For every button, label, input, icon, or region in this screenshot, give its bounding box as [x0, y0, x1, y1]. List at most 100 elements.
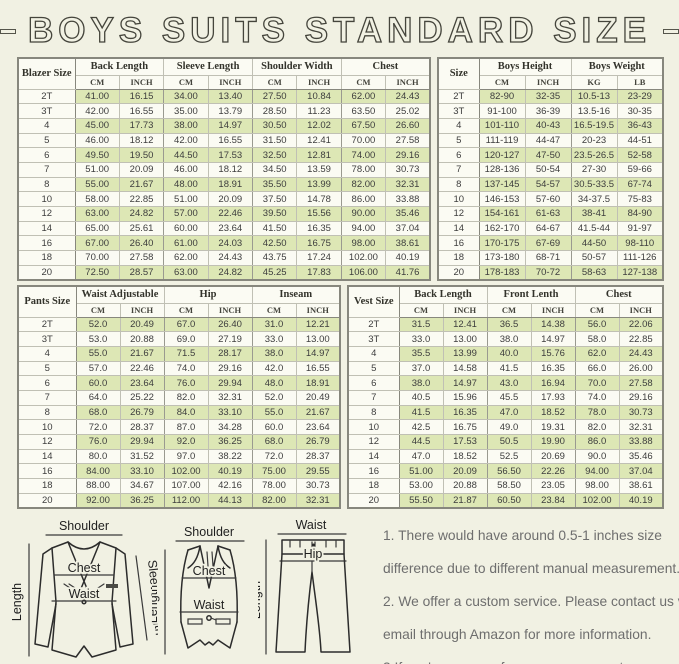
- table-cell: 50-57: [570, 250, 618, 266]
- table-row: 18 173-180 68-71 50-57 111-126: [437, 250, 664, 266]
- table-row: 7 51.00 20.09 46.00 18.12 34.50 13.59 78.00 30.7…: [17, 161, 431, 178]
- row-size-label: 16: [17, 463, 77, 480]
- table-cell: 94.00: [340, 220, 387, 237]
- table-cell: 18.52: [442, 448, 488, 465]
- table-cell: 10.5-13: [570, 88, 618, 105]
- table-row: 14 80.0 31.52 97.0 38.22 72.0 28.37: [17, 448, 341, 465]
- table-cell: 45.00: [74, 117, 120, 134]
- table-cell: 55.0: [251, 404, 297, 421]
- row-size-label: 3T: [347, 331, 400, 347]
- table-cell: 18.91: [295, 375, 341, 391]
- column-group-header: Front Lenth: [486, 285, 576, 304]
- table-cell: 56.50: [486, 463, 532, 480]
- vest-waist-label: Waist: [194, 598, 225, 612]
- table-cell: 32.31: [385, 176, 431, 193]
- page-title: BOYS SUITS STANDARD SIZE: [27, 10, 651, 50]
- table-cell: 74.0: [574, 389, 620, 406]
- table-cell: 58.00: [74, 191, 120, 207]
- table-cell: 57-60: [524, 191, 572, 207]
- row-size-label: 14: [347, 448, 400, 465]
- jacket-waist-label: Waist: [69, 587, 100, 601]
- table-cell: 47-50: [524, 147, 572, 163]
- table-cell: 41.5: [398, 404, 444, 421]
- vest-chest-label: Chest: [193, 564, 226, 578]
- row-size-label: 3T: [17, 331, 77, 347]
- table-cell: 25.61: [118, 220, 165, 237]
- pants-hip-label: Hip: [304, 547, 323, 561]
- table-cell: 86.0: [574, 434, 620, 450]
- note-line: 2. We offer a custom service. Please con…: [383, 594, 679, 609]
- table-row: 3T 53.0 20.88 69.0 27.19 33.0 13.00: [17, 331, 341, 347]
- table-row: 20 55.50 21.87 60.50 23.84 102.00 40.19: [347, 492, 664, 509]
- table-cell: 49.50: [74, 147, 120, 163]
- table-row: 18 70.00 27.58 62.00 24.43 43.75 17.24 102.00 40…: [17, 250, 431, 266]
- row-size-label: 12: [17, 206, 76, 222]
- table-cell: 33.10: [119, 463, 165, 480]
- table-cell: 36.25: [207, 434, 253, 450]
- column-group-header: Boys Weight: [570, 57, 664, 76]
- table-cell: 23.64: [119, 375, 165, 391]
- row-size-label: 18: [17, 250, 76, 266]
- column-group-header: Inseam: [251, 285, 341, 304]
- table-cell: 42.0: [251, 360, 297, 377]
- table-cell: 41.50: [251, 220, 298, 237]
- table-cell: 86.00: [340, 191, 387, 207]
- table-cell: 64-67: [524, 220, 572, 237]
- table-row: 6 49.50 19.50 44.50 17.53 32.50 12.81 74.00 29.1…: [17, 147, 431, 163]
- table-row: 20 178-183 70-72 58-63 127-138: [437, 264, 664, 281]
- row-size-label: 16: [17, 235, 76, 252]
- unit-header: CM: [74, 74, 120, 90]
- table-cell: 137-145: [478, 176, 526, 193]
- row-size-label: 18: [17, 478, 77, 494]
- table-cell: 43.75: [251, 250, 298, 266]
- table-cell: 84.00: [75, 463, 121, 480]
- table-cell: 30.73: [385, 161, 431, 178]
- row-size-label: 2T: [437, 88, 480, 105]
- table-cell: 16.55: [207, 132, 254, 149]
- table-cell: 37.04: [618, 463, 664, 480]
- table-cell: 61.00: [163, 235, 209, 252]
- unit-header: CM: [486, 302, 532, 318]
- table-cell: 18.52: [530, 404, 576, 421]
- table-row: 10 58.00 22.85 51.00 20.09 37.50 14.78 86.00 33.…: [17, 191, 431, 207]
- table-cell: 16.94: [530, 375, 576, 391]
- table-cell: 51.00: [398, 463, 444, 480]
- column-group-header: Back Length: [398, 285, 488, 304]
- table-cell: 25.02: [385, 103, 431, 119]
- table-row: 4 101-110 40-43 16.5-19.5 36-43: [437, 117, 664, 134]
- table-cell: 33.0: [251, 331, 297, 347]
- row-size-label: 20: [17, 264, 76, 281]
- table-cell: 68-71: [524, 250, 572, 266]
- table-cell: 23.05: [530, 478, 576, 494]
- table-cell: 16.35: [530, 360, 576, 377]
- column-group-header: Hip: [163, 285, 253, 304]
- table-cell: 20.09: [207, 191, 254, 207]
- table-cell: 30.73: [618, 404, 664, 421]
- table-cell: 16.15: [118, 88, 165, 105]
- table-cell: 16.35: [296, 220, 342, 237]
- table-cell: 70.00: [74, 250, 120, 266]
- table-cell: 28.37: [119, 419, 165, 435]
- table-cell: 70.0: [574, 375, 620, 391]
- table-cell: 58.0: [574, 331, 620, 347]
- table-cell: 22.85: [618, 331, 664, 347]
- table-cell: 40.19: [207, 463, 253, 480]
- table-row: 20 72.50 28.57 63.00 24.82 45.25 17.83 106.00 41…: [17, 264, 431, 281]
- table-cell: 24.82: [207, 264, 254, 281]
- pants-waist-label: Waist: [296, 518, 327, 532]
- table-cell: 40.0: [486, 345, 532, 362]
- table-cell: 18.91: [207, 176, 254, 193]
- table-cell: 68.0: [251, 434, 297, 450]
- table-cell: 23.64: [295, 419, 341, 435]
- table-cell: 13.00: [442, 331, 488, 347]
- table-row: 16 84.00 33.10 102.00 40.19 75.00 29.55: [17, 463, 341, 480]
- row-size-label: 10: [17, 191, 76, 207]
- table-cell: 31.0: [251, 316, 297, 333]
- table-cell: 40.5: [398, 389, 444, 406]
- table-row: 14 162-170 64-67 41.5-44 91-97: [437, 220, 664, 237]
- table-cell: 23.84: [530, 492, 576, 509]
- vest-measurement-diagram: Shoulder Length Chest Waist: [152, 523, 245, 655]
- table-cell: 53.00: [398, 478, 444, 494]
- table-cell: 21.67: [295, 404, 341, 421]
- table-cell: 37.0: [398, 360, 444, 377]
